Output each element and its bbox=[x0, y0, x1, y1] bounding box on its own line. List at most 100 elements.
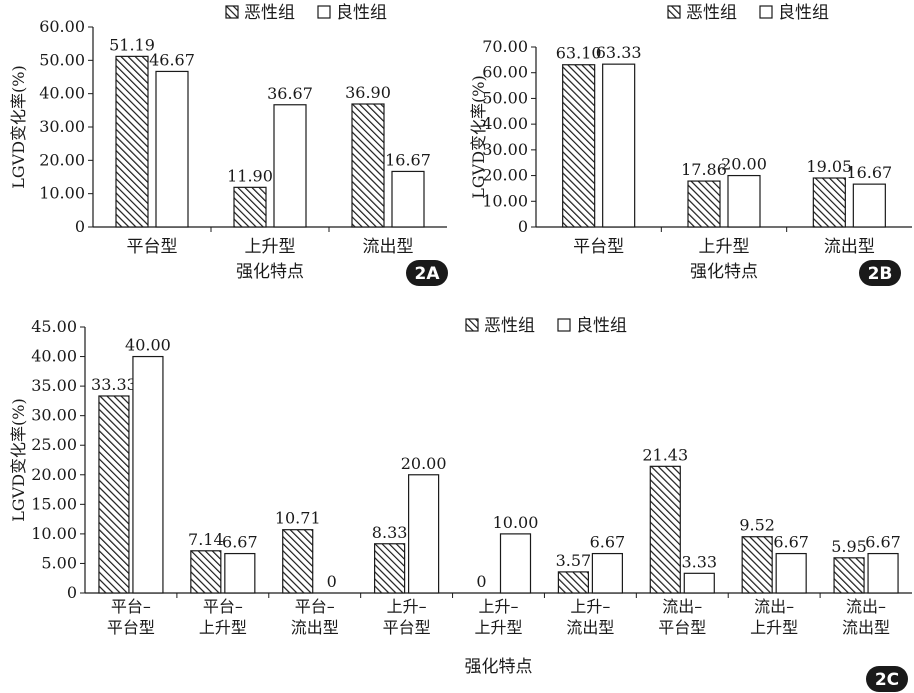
bar-malignant bbox=[351, 103, 385, 228]
data-label: 36.67 bbox=[267, 84, 313, 103]
panel-badge-background bbox=[866, 666, 908, 692]
data-label: 6.67 bbox=[773, 533, 809, 552]
data-label: 0 bbox=[327, 572, 337, 591]
bar-malignant bbox=[282, 529, 314, 594]
data-label: 6.67 bbox=[865, 533, 901, 552]
legend-swatch-malignant bbox=[667, 5, 681, 19]
bar-benign bbox=[132, 355, 164, 594]
data-label: 11.90 bbox=[227, 166, 273, 185]
data-label: 0 bbox=[476, 572, 486, 591]
bar-malignant bbox=[115, 55, 149, 228]
panel-badge: 2C bbox=[866, 666, 908, 692]
bar-malignant bbox=[741, 536, 773, 594]
bar-malignant bbox=[833, 557, 865, 594]
data-label: 6.67 bbox=[590, 533, 626, 552]
legend-label-malignant: 恶性组 bbox=[686, 3, 737, 23]
bar-malignant bbox=[190, 550, 222, 594]
x-tick-label: 上升型 bbox=[699, 237, 750, 257]
panel-badge-label: 2C bbox=[875, 670, 899, 690]
bar-benign bbox=[224, 552, 256, 594]
data-label: 16.67 bbox=[846, 163, 892, 182]
bar-benign bbox=[683, 572, 715, 594]
x-tick-label: 平台型 bbox=[127, 237, 178, 257]
y-tick-label: 10.00 bbox=[31, 524, 77, 543]
y-tick-label: 0 bbox=[75, 217, 85, 236]
y-tick-label: 30.00 bbox=[39, 117, 85, 136]
x-tick-label: 上升– bbox=[570, 597, 610, 616]
x-tick-label: 流出– bbox=[662, 597, 702, 616]
y-tick-label: 60.00 bbox=[482, 63, 528, 82]
legend-label-benign: 良性组 bbox=[336, 3, 387, 23]
y-axis-label: LGVD变化率(%) bbox=[9, 65, 28, 188]
legend-swatch-benign bbox=[557, 318, 571, 332]
x-tick-label: 流出– bbox=[754, 597, 794, 616]
chart-2a: 0 10.00 20.00 30.00 40.00 50.00 60.00 LGVD变化率(%… bbox=[9, 3, 448, 286]
x-tick-label: 流出– bbox=[846, 597, 886, 616]
x-tick-label: 流出型 bbox=[842, 618, 890, 637]
x-tick-label: 上升型 bbox=[474, 618, 522, 637]
bar-benign bbox=[408, 474, 440, 594]
y-tick-label: 40.00 bbox=[31, 347, 77, 366]
y-tick-label: 45.00 bbox=[31, 317, 77, 336]
legend-swatch-benign bbox=[317, 5, 331, 19]
x-tick-label: 上升型 bbox=[199, 618, 247, 637]
bar-malignant bbox=[557, 571, 589, 594]
x-axis-label: 强化特点 bbox=[690, 262, 758, 282]
legend-swatch-benign bbox=[759, 5, 773, 19]
x-tick-label: 平台– bbox=[111, 597, 151, 616]
data-label: 33.33 bbox=[91, 375, 137, 394]
legend-label-malignant: 恶性组 bbox=[244, 3, 295, 23]
legend: 恶性组 良性组 bbox=[225, 3, 387, 23]
bar-malignant bbox=[98, 395, 130, 594]
x-tick-label: 上升– bbox=[387, 597, 427, 616]
data-label: 36.90 bbox=[345, 83, 391, 102]
data-label: 20.00 bbox=[401, 454, 447, 473]
data-label: 6.67 bbox=[222, 533, 258, 552]
y-tick-label: 40.00 bbox=[482, 114, 528, 133]
data-label: 20.00 bbox=[721, 155, 767, 174]
y-tick-label: 25.00 bbox=[31, 435, 77, 454]
bar-benign bbox=[727, 174, 761, 228]
data-label: 63.10 bbox=[556, 44, 602, 63]
data-label: 10.00 bbox=[493, 513, 539, 532]
x-tick-label: 流出型 bbox=[566, 618, 614, 637]
x-tick-label: 平台型 bbox=[383, 618, 431, 637]
x-tick-label: 平台型 bbox=[573, 237, 624, 257]
x-axis-label: 强化特点 bbox=[236, 262, 304, 282]
bar-benign bbox=[155, 70, 189, 228]
bar-malignant bbox=[649, 465, 681, 594]
y-tick-label: 0 bbox=[518, 217, 528, 236]
data-label: 10.71 bbox=[275, 509, 321, 528]
y-axis-label: LGVD变化率(%) bbox=[469, 75, 488, 198]
data-label: 5.95 bbox=[831, 537, 867, 556]
y-tick-label: 10.00 bbox=[482, 191, 528, 210]
y-tick-label: 20.00 bbox=[31, 465, 77, 484]
y-axis-label: LGVD变化率(%) bbox=[9, 398, 28, 521]
panel-badge-background bbox=[859, 260, 901, 286]
legend-swatch-malignant bbox=[225, 5, 239, 19]
y-tick-label: 20.00 bbox=[39, 150, 85, 169]
x-tick-label: 平台型 bbox=[658, 618, 706, 637]
x-tick-label: 流出型 bbox=[363, 237, 414, 257]
legend-label-benign: 良性组 bbox=[576, 316, 627, 336]
x-tick-label: 平台型 bbox=[107, 618, 155, 637]
bar-benign bbox=[602, 63, 636, 228]
panel-badge-label: 2A bbox=[415, 264, 441, 284]
data-label: 3.57 bbox=[556, 551, 592, 570]
x-tick-label: 上升型 bbox=[750, 618, 798, 637]
legend-label-benign: 良性组 bbox=[778, 3, 829, 23]
bar-malignant bbox=[374, 543, 406, 594]
bar-benign bbox=[867, 552, 899, 594]
bar-benign bbox=[499, 533, 532, 594]
x-tick-label: 上升– bbox=[478, 597, 518, 616]
y-tick-label: 0 bbox=[67, 583, 77, 602]
bar-malignant bbox=[687, 180, 721, 228]
y-tick-label: 70.00 bbox=[482, 37, 528, 56]
chart-2c: 0 5.00 10.00 15.00 20.00 25.00 30.00 35.00 40.00… bbox=[9, 316, 912, 692]
bar-benign bbox=[852, 183, 886, 228]
legend-swatch-malignant bbox=[465, 318, 479, 332]
x-tick-label: 流出型 bbox=[291, 618, 339, 637]
y-tick-label: 20.00 bbox=[482, 166, 528, 185]
x-tick-label: 上升型 bbox=[245, 237, 296, 257]
